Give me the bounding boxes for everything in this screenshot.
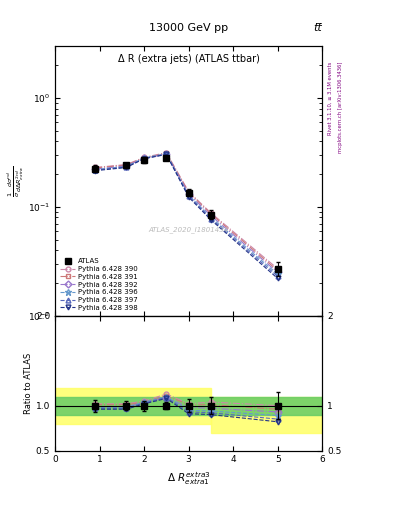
Pythia 6.428 391 (275, 267, 280, 273)
Pythia 6.428 391 (93, 165, 97, 171)
Text: 13000 GeV pp: 13000 GeV pp (149, 23, 228, 33)
Line: Pythia 6.428 390: Pythia 6.428 390 (93, 150, 280, 271)
Pythia 6.428 392 (164, 151, 169, 157)
Pythia 6.428 398 (209, 217, 213, 223)
Line: Pythia 6.428 392: Pythia 6.428 392 (93, 152, 280, 275)
Text: Rivet 3.1.10, ≥ 3.1M events: Rivet 3.1.10, ≥ 3.1M events (328, 61, 333, 135)
Pythia 6.428 392 (93, 166, 97, 172)
Text: Δ R (extra jets) (ATLAS ttbar): Δ R (extra jets) (ATLAS ttbar) (118, 54, 260, 64)
Pythia 6.428 391 (124, 162, 129, 168)
Pythia 6.428 397 (186, 193, 191, 199)
Pythia 6.428 390 (124, 161, 129, 167)
Pythia 6.428 396 (93, 166, 97, 173)
Pythia 6.428 392 (186, 190, 191, 197)
Pythia 6.428 391 (186, 189, 191, 196)
Bar (55, 388, 211, 423)
Line: Pythia 6.428 391: Pythia 6.428 391 (93, 151, 280, 273)
Pythia 6.428 391 (142, 155, 147, 161)
Line: Pythia 6.428 396: Pythia 6.428 396 (92, 151, 281, 278)
Y-axis label: $\frac{1}{\sigma}\frac{d\sigma^{nd}}{d\Delta R^{2nd}_{extra}}$: $\frac{1}{\sigma}\frac{d\sigma^{nd}}{d\D… (6, 165, 26, 197)
Pythia 6.428 392 (275, 269, 280, 275)
Pythia 6.428 398 (186, 194, 191, 200)
Text: mcplots.cern.ch [arXiv:1306.3436]: mcplots.cern.ch [arXiv:1306.3436] (338, 61, 343, 153)
Pythia 6.428 398 (275, 275, 280, 282)
Pythia 6.428 396 (142, 155, 147, 161)
Pythia 6.428 397 (164, 151, 169, 157)
Pythia 6.428 397 (142, 155, 147, 161)
Bar (211, 397, 322, 433)
Legend: ATLAS, Pythia 6.428 390, Pythia 6.428 391, Pythia 6.428 392, Pythia 6.428 396, P: ATLAS, Pythia 6.428 390, Pythia 6.428 39… (57, 255, 140, 314)
Pythia 6.428 390 (186, 188, 191, 195)
Pythia 6.428 392 (209, 212, 213, 219)
X-axis label: $\Delta\ R^{extra3}_{extra1}$: $\Delta\ R^{extra3}_{extra1}$ (167, 470, 210, 487)
Pythia 6.428 390 (93, 164, 97, 170)
Pythia 6.428 390 (142, 154, 147, 160)
Pythia 6.428 398 (164, 152, 169, 158)
Line: Pythia 6.428 398: Pythia 6.428 398 (93, 152, 280, 281)
Pythia 6.428 397 (124, 164, 129, 170)
Text: tt̅: tt̅ (314, 23, 322, 33)
Pythia 6.428 396 (275, 271, 280, 278)
Pythia 6.428 398 (93, 167, 97, 174)
Pythia 6.428 396 (164, 151, 169, 157)
Line: Pythia 6.428 397: Pythia 6.428 397 (93, 152, 280, 279)
Pythia 6.428 397 (93, 167, 97, 173)
Text: ATLAS_2020_I1801434: ATLAS_2020_I1801434 (149, 226, 229, 233)
Bar (55, 397, 211, 415)
Pythia 6.428 397 (275, 273, 280, 280)
Pythia 6.428 392 (142, 155, 147, 161)
Pythia 6.428 392 (124, 163, 129, 169)
Pythia 6.428 396 (124, 163, 129, 169)
Pythia 6.428 390 (164, 150, 169, 156)
Bar (211, 397, 322, 415)
Pythia 6.428 391 (164, 151, 169, 157)
Pythia 6.428 397 (209, 216, 213, 222)
Pythia 6.428 398 (124, 164, 129, 170)
Pythia 6.428 390 (275, 266, 280, 272)
Pythia 6.428 396 (209, 215, 213, 221)
Y-axis label: Ratio to ATLAS: Ratio to ATLAS (24, 353, 33, 414)
Pythia 6.428 390 (209, 210, 213, 216)
Pythia 6.428 398 (142, 156, 147, 162)
Pythia 6.428 396 (186, 192, 191, 198)
Pythia 6.428 391 (209, 211, 213, 217)
